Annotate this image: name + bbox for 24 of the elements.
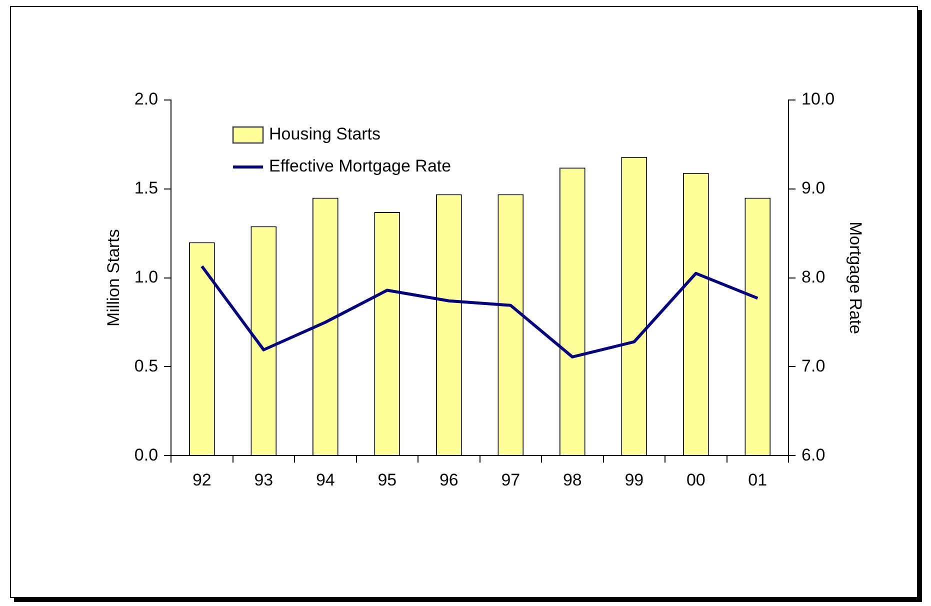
x-tick-label: 95 <box>378 470 397 490</box>
y-tick-label: 1.5 <box>134 178 158 198</box>
y-tick-label: 0.5 <box>134 356 158 376</box>
x-tick-label: 92 <box>192 470 212 490</box>
x-tick-label: 01 <box>748 470 768 490</box>
y-tick-label: 2.0 <box>134 90 158 109</box>
y2-axis-title: Mortgage Rate <box>846 222 866 334</box>
y-tick-label: 1.0 <box>134 267 158 286</box>
y2-tick-label: 8.0 <box>802 267 826 286</box>
x-tick-label: 99 <box>624 470 644 490</box>
y2-tick-label: 10.0 <box>802 90 835 109</box>
legend-label: Effective Mortgage Rate <box>269 156 452 176</box>
x-tick-label: 93 <box>254 470 274 490</box>
y2-tick-label: 6.0 <box>802 445 826 464</box>
y2-tick-label: 9.0 <box>802 178 826 198</box>
legend-label: Housing Starts <box>269 124 381 144</box>
x-tick-label: 97 <box>501 470 520 490</box>
y-tick-label: 0.0 <box>134 445 158 464</box>
y-axis-title: Million Starts <box>104 229 123 326</box>
x-tick-label: 00 <box>686 470 706 490</box>
x-tick-label: 98 <box>562 470 582 490</box>
x-tick-label: 96 <box>439 470 458 490</box>
y2-tick-label: 7.0 <box>802 356 826 376</box>
x-tick-label: 94 <box>316 470 335 490</box>
